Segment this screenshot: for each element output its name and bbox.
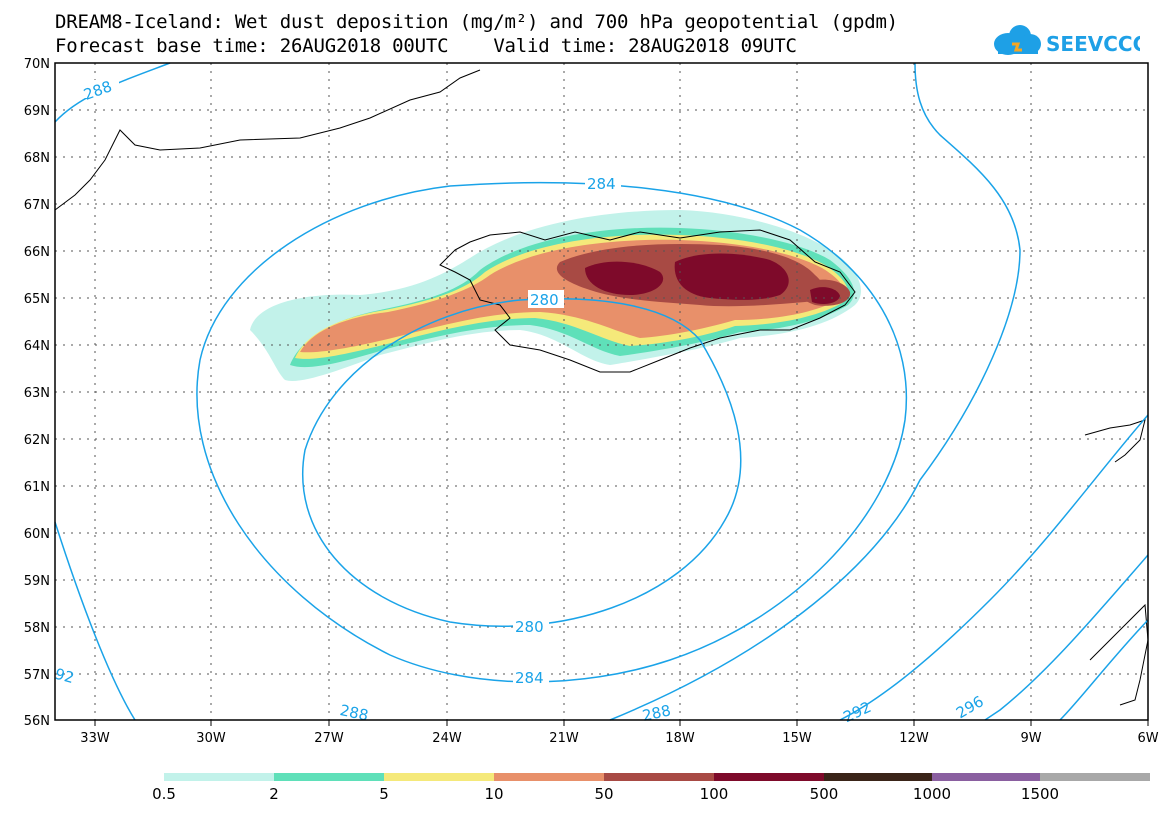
legend-swatch bbox=[1040, 773, 1150, 781]
legend-swatch bbox=[494, 773, 604, 781]
lat-label: 63N bbox=[24, 386, 50, 401]
contour-296 bbox=[984, 554, 1149, 721]
lat-label: 60N bbox=[24, 527, 50, 542]
legend-label: 2 bbox=[269, 785, 279, 803]
contour-300 bbox=[1059, 619, 1149, 721]
lat-label: 66N bbox=[24, 245, 50, 260]
legend-swatch bbox=[824, 773, 932, 781]
lon-label: 24W bbox=[432, 731, 462, 746]
legend-label: 500 bbox=[809, 785, 839, 803]
logo-text: SEEVCCC bbox=[1046, 32, 1140, 56]
lat-label: 61N bbox=[24, 480, 50, 495]
contour-label: 284 bbox=[515, 669, 544, 687]
lon-label: 15W bbox=[782, 731, 812, 746]
legend-label: 0.5 bbox=[152, 785, 176, 803]
cloud-icon bbox=[994, 25, 1041, 55]
lon-label: 21W bbox=[549, 731, 579, 746]
contour-284 bbox=[196, 181, 907, 683]
lat-label: 59N bbox=[24, 574, 50, 589]
legend-swatch bbox=[384, 773, 494, 781]
legend-label: 1000 bbox=[912, 785, 952, 803]
axis-ticks bbox=[94, 720, 1149, 726]
legend-label: 10 bbox=[484, 785, 504, 803]
legend-swatch bbox=[164, 773, 274, 781]
legend-label: 1500 bbox=[1020, 785, 1060, 803]
seevccc-logo: SEEVCCC bbox=[994, 25, 1140, 56]
lon-label: 9W bbox=[1020, 731, 1041, 746]
lon-label: 27W bbox=[314, 731, 344, 746]
contour-label: 92 bbox=[53, 665, 76, 687]
lat-label: 64N bbox=[24, 339, 50, 354]
legend-label: 50 bbox=[594, 785, 614, 803]
contour-288-east bbox=[609, 62, 1021, 721]
lat-label: 57N bbox=[24, 668, 50, 683]
lat-label: 58N bbox=[24, 621, 50, 636]
graticule bbox=[55, 63, 1148, 720]
contour-280 bbox=[302, 298, 742, 628]
lon-label: 33W bbox=[80, 731, 110, 746]
contour-288-south bbox=[54, 521, 136, 721]
map-subtitle: Forecast base time: 26AUG2018 00UTC Vali… bbox=[55, 35, 797, 57]
coastline bbox=[54, 69, 1149, 706]
latitude-labels: 70N 69N 68N 67N 66N 65N 64N 63N 62N 61N … bbox=[24, 57, 50, 729]
legend-label: 100 bbox=[699, 785, 729, 803]
contour-label: 296 bbox=[953, 692, 987, 722]
legend-swatch bbox=[274, 773, 384, 781]
legend-label: 5 bbox=[379, 785, 389, 803]
contour-label: 284 bbox=[587, 175, 616, 193]
contour-labels: 288 284 280 280 284 288 288 292 296 92 bbox=[53, 77, 987, 726]
geopotential-contours bbox=[54, 62, 1149, 721]
lon-label: 12W bbox=[899, 731, 929, 746]
lat-label: 62N bbox=[24, 433, 50, 448]
lon-label: 30W bbox=[196, 731, 226, 746]
map-frame bbox=[54, 62, 1149, 721]
longitude-labels: 33W 30W 27W 24W 21W 18W 15W 12W 9W 6W bbox=[80, 731, 1158, 746]
lon-label: 18W bbox=[665, 731, 695, 746]
lat-label: 67N bbox=[24, 198, 50, 213]
contour-label: 280 bbox=[530, 291, 559, 309]
map-title: DREAM8-Iceland: Wet dust deposition (mg/… bbox=[55, 11, 898, 33]
lat-label: 69N bbox=[24, 104, 50, 119]
legend-swatch bbox=[932, 773, 1040, 781]
contour-label: 288 bbox=[338, 701, 370, 725]
lat-label: 65N bbox=[24, 292, 50, 307]
lat-label: 56N bbox=[24, 714, 50, 729]
lon-label: 6W bbox=[1137, 731, 1158, 746]
contour-292 bbox=[839, 414, 1149, 721]
legend-swatch bbox=[714, 773, 824, 781]
legend-swatch bbox=[604, 773, 714, 781]
lat-label: 70N bbox=[24, 57, 50, 72]
lat-label: 68N bbox=[24, 151, 50, 166]
contour-label: 280 bbox=[515, 618, 544, 636]
contour-label: 292 bbox=[840, 698, 874, 726]
contour-label: 288 bbox=[641, 701, 673, 725]
